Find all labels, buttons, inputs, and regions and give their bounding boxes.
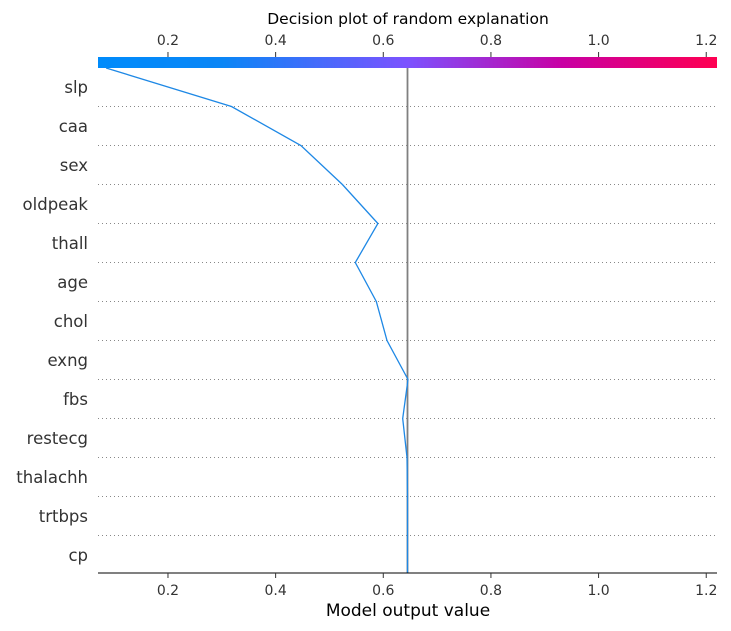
feature-label: age bbox=[57, 273, 88, 292]
top-tick-label: 0.2 bbox=[157, 33, 179, 49]
top-axis: 0.2 0.4 0.6 0.8 1.0 1.2 bbox=[157, 33, 717, 57]
top-tick-label: 0.6 bbox=[372, 33, 394, 49]
feature-label: thall bbox=[52, 234, 88, 253]
bottom-axis: 0.2 0.4 0.6 0.8 1.0 1.2 bbox=[157, 573, 717, 599]
top-tick-label: 1.0 bbox=[587, 33, 609, 49]
feature-label: trtbps bbox=[39, 507, 88, 526]
decision-path bbox=[105, 67, 409, 573]
feature-labels: slp caa sex oldpeak thall age chol exng fbs reste… bbox=[16, 78, 88, 565]
top-tick-label: 1.2 bbox=[695, 33, 717, 49]
chart-title: Decision plot of random explanation bbox=[267, 10, 549, 28]
bottom-tick-label: 1.0 bbox=[587, 583, 609, 599]
feature-label: oldpeak bbox=[23, 195, 89, 214]
top-tick-label: 0.4 bbox=[264, 33, 286, 49]
x-axis-label: Model output value bbox=[326, 601, 490, 621]
bottom-tick-label: 1.2 bbox=[695, 583, 717, 599]
feature-label: slp bbox=[64, 78, 88, 97]
feature-label: caa bbox=[59, 117, 88, 136]
bottom-tick-label: 0.2 bbox=[157, 583, 179, 599]
feature-label: fbs bbox=[63, 390, 88, 409]
feature-label: restecg bbox=[27, 429, 88, 448]
feature-label: thalachh bbox=[16, 468, 88, 487]
bottom-tick-label: 0.6 bbox=[372, 583, 394, 599]
feature-label: cp bbox=[68, 546, 88, 565]
feature-label: chol bbox=[54, 312, 88, 331]
colorbar bbox=[98, 57, 717, 68]
bottom-tick-label: 0.4 bbox=[264, 583, 286, 599]
feature-label: exng bbox=[47, 351, 88, 370]
bottom-tick-label: 0.8 bbox=[480, 583, 502, 599]
feature-label: sex bbox=[60, 156, 88, 175]
top-tick-label: 0.8 bbox=[480, 33, 502, 49]
